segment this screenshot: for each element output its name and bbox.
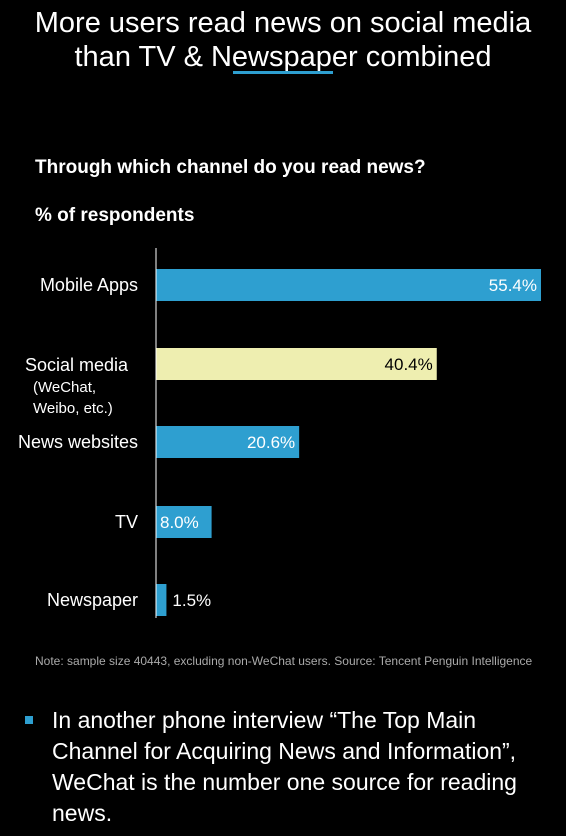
bar-0: [156, 269, 541, 301]
category-label-4: Newspaper: [47, 590, 138, 610]
bullet-marker: [25, 716, 33, 724]
category-label-1: Social media: [25, 355, 129, 375]
category-label-0: Mobile Apps: [40, 275, 138, 295]
title-underline: [233, 71, 333, 74]
title-line-1: More users read news on social media: [34, 7, 532, 39]
value-label-4: 1.5%: [172, 591, 211, 610]
bar-chart: 55.4% Mobile Apps 40.4% Social media (WeChat…: [18, 248, 541, 618]
source-note: Note: sample size 40443, excluding non-W…: [35, 654, 533, 668]
value-label-0: 55.4%: [489, 276, 537, 295]
value-label-3: 8.0%: [160, 513, 199, 532]
value-label-2: 20.6%: [247, 433, 295, 452]
category-label-3: TV: [115, 512, 138, 532]
value-label-1: 40.4%: [385, 355, 433, 374]
category-sublabel-1-0: (WeChat,: [33, 379, 96, 396]
bar-4: [156, 584, 167, 616]
bar-3: [156, 506, 212, 538]
title-line-2: than TV & Newspaper combined: [74, 41, 492, 73]
page-title: More users read news on social media tha…: [0, 6, 566, 74]
category-label-2: News websites: [18, 432, 138, 452]
bar-1: [156, 348, 437, 380]
bullet-text: In another phone interview “The Top Main…: [52, 707, 517, 826]
bar-2: [156, 426, 300, 458]
chart-title: Through which channel do you read news?: [35, 157, 426, 178]
chart-subtitle: % of respondents: [35, 205, 195, 226]
category-sublabel-1-1: Weibo, etc.): [33, 400, 113, 417]
